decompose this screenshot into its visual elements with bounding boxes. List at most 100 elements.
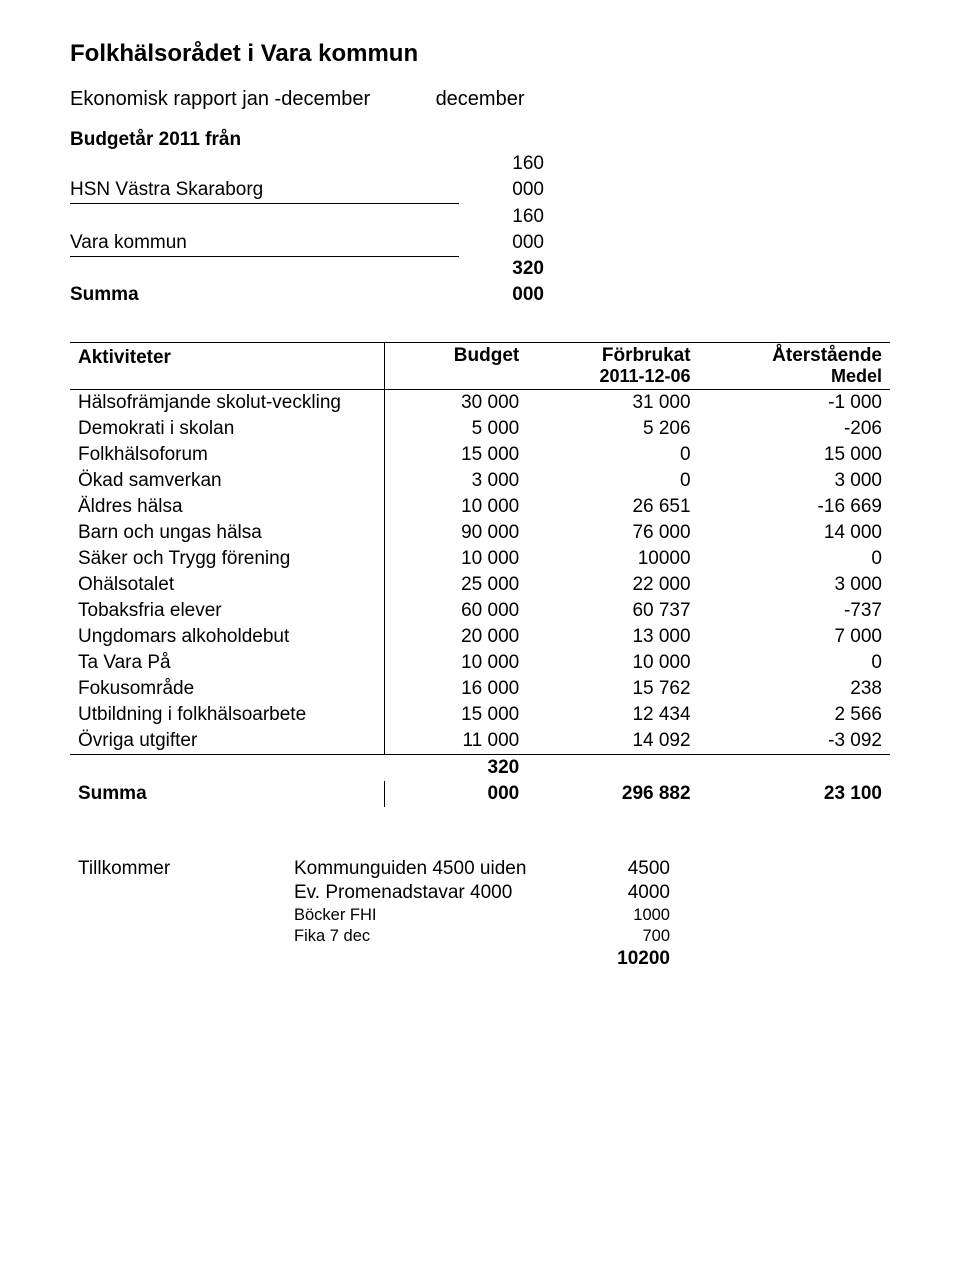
addendum-total: 10200	[562, 947, 678, 971]
activity-label: Säker och Trygg förening	[70, 546, 385, 572]
activity-label: Barn och ungas hälsa	[70, 520, 385, 546]
table-row: Fokusområde16 00015 762238	[70, 676, 890, 702]
activity-label: Övriga utgifter	[70, 728, 385, 755]
activity-label: Ta Vara På	[70, 650, 385, 676]
activity-rest: 7 000	[699, 624, 890, 650]
table-row: Ökad samverkan3 00003 000	[70, 468, 890, 494]
budget-year-empty-cell	[70, 204, 459, 230]
activity-used: 60 737	[527, 598, 698, 624]
table-row: Ta Vara På10 00010 0000	[70, 650, 890, 676]
addendum-amount: 700	[562, 926, 678, 947]
activity-budget: 10 000	[385, 546, 527, 572]
activity-budget: 90 000	[385, 520, 527, 546]
col-rest-sublabel: Medel	[707, 367, 882, 387]
table-row: Utbildning i folkhälsoarbete15 00012 434…	[70, 702, 890, 728]
budget-year-label: HSN Västra Skaraborg	[70, 177, 459, 204]
activity-budget: 25 000	[385, 572, 527, 598]
addendum-amount: 1000	[562, 905, 678, 926]
addendum-item: Böcker FHI	[286, 905, 562, 926]
budget-year-value-bottom: 000	[459, 177, 550, 204]
activity-used: 31 000	[527, 389, 698, 416]
activities-summa-budget-bottom: 000	[385, 781, 527, 807]
addendum-row: Ev. Promenadstavar 40004000	[70, 881, 678, 905]
addendum-table: TillkommerKommunguiden 4500 uiden4500Ev.…	[70, 857, 678, 971]
subtitle-row: Ekonomisk rapport jan -december december	[70, 88, 890, 111]
col-budget-header: Budget	[385, 343, 527, 390]
page-title: Folkhälsorådet i Vara kommun	[70, 40, 890, 68]
activity-rest: 2 566	[699, 702, 890, 728]
activity-label: Ökad samverkan	[70, 468, 385, 494]
activity-label: Demokrati i skolan	[70, 416, 385, 442]
budget-year-value-bottom: 000	[459, 230, 550, 257]
activity-label: Ungdomars alkoholdebut	[70, 624, 385, 650]
activity-label: Äldres hälsa	[70, 494, 385, 520]
activity-label: Ohälsotalet	[70, 572, 385, 598]
addendum-label-cell	[70, 881, 286, 905]
activity-budget: 5 000	[385, 416, 527, 442]
table-row: Folkhälsoforum15 000015 000	[70, 442, 890, 468]
activity-used: 5 206	[527, 416, 698, 442]
activity-used: 12 434	[527, 702, 698, 728]
table-row: Äldres hälsa10 00026 651-16 669	[70, 494, 890, 520]
activity-used: 0	[527, 442, 698, 468]
table-row: Barn och ungas hälsa90 00076 00014 000	[70, 520, 890, 546]
activity-label: Hälsofrämjande skolut-veckling	[70, 389, 385, 416]
activity-rest: -3 092	[699, 728, 890, 755]
activity-budget: 20 000	[385, 624, 527, 650]
activity-used: 22 000	[527, 572, 698, 598]
activity-budget: 15 000	[385, 442, 527, 468]
activity-budget: 15 000	[385, 702, 527, 728]
activity-rest: -1 000	[699, 389, 890, 416]
activity-rest: -206	[699, 416, 890, 442]
activity-used: 13 000	[527, 624, 698, 650]
budget-year-label: Vara kommun	[70, 230, 459, 257]
table-row: Tobaksfria elever60 00060 737-737	[70, 598, 890, 624]
activity-used: 15 762	[527, 676, 698, 702]
addendum-row: Fika 7 dec700	[70, 926, 678, 947]
addendum-total-row: 10200	[70, 947, 678, 971]
col-rest-header: Återstående Medel	[699, 343, 890, 390]
addendum-row: TillkommerKommunguiden 4500 uiden4500	[70, 857, 678, 881]
activity-label: Folkhälsoforum	[70, 442, 385, 468]
activity-used: 10000	[527, 546, 698, 572]
activities-summa-used-empty	[527, 754, 698, 781]
activity-rest: 14 000	[699, 520, 890, 546]
activity-rest: 15 000	[699, 442, 890, 468]
activities-table: Aktiviteter Budget Förbrukat 2011-12-06 …	[70, 342, 890, 807]
budget-year-summa-empty	[70, 256, 459, 282]
budget-year-value-top: 160	[459, 204, 550, 230]
table-row: Säker och Trygg förening10 000100000	[70, 546, 890, 572]
activity-budget: 3 000	[385, 468, 527, 494]
activity-rest: 0	[699, 546, 890, 572]
addendum-amount: 4500	[562, 857, 678, 881]
budget-year-summa-top: 320	[459, 256, 550, 282]
addendum-item: Kommunguiden 4500 uiden	[286, 857, 562, 881]
table-row: Övriga utgifter11 00014 092-3 092	[70, 728, 890, 755]
activity-budget: 60 000	[385, 598, 527, 624]
activity-rest: 3 000	[699, 468, 890, 494]
table-row: Hälsofrämjande skolut-veckling30 00031 0…	[70, 389, 890, 416]
activity-used: 14 092	[527, 728, 698, 755]
activities-summa-rest: 23 100	[699, 781, 890, 807]
activity-rest: -737	[699, 598, 890, 624]
budget-year-summa-bottom: 000	[459, 282, 550, 308]
budget-year-heading: Budgetår 2011 från	[70, 129, 890, 151]
activity-used: 10 000	[527, 650, 698, 676]
table-row: Ohälsotalet25 00022 0003 000	[70, 572, 890, 598]
col-rest-label: Återstående	[772, 345, 882, 366]
activities-summa-rest-empty	[699, 754, 890, 781]
table-row: Demokrati i skolan5 0005 206-206	[70, 416, 890, 442]
activities-summa-label: Summa	[70, 781, 385, 807]
addendum-item: Ev. Promenadstavar 4000	[286, 881, 562, 905]
col-used-header: Förbrukat 2011-12-06	[527, 343, 698, 390]
subtitle-right: december	[436, 88, 525, 111]
budget-year-table: 160HSN Västra Skaraborg000160Vara kommun…	[70, 151, 550, 308]
subtitle-left: Ekonomisk rapport jan -december	[70, 88, 430, 111]
col-used-sublabel: 2011-12-06	[535, 367, 690, 387]
activity-budget: 16 000	[385, 676, 527, 702]
activity-rest: 0	[699, 650, 890, 676]
document-page: Folkhälsorådet i Vara kommun Ekonomisk r…	[0, 0, 960, 1264]
budget-year-value-top: 160	[459, 151, 550, 177]
activity-used: 0	[527, 468, 698, 494]
addendum-row: Böcker FHI1000	[70, 905, 678, 926]
